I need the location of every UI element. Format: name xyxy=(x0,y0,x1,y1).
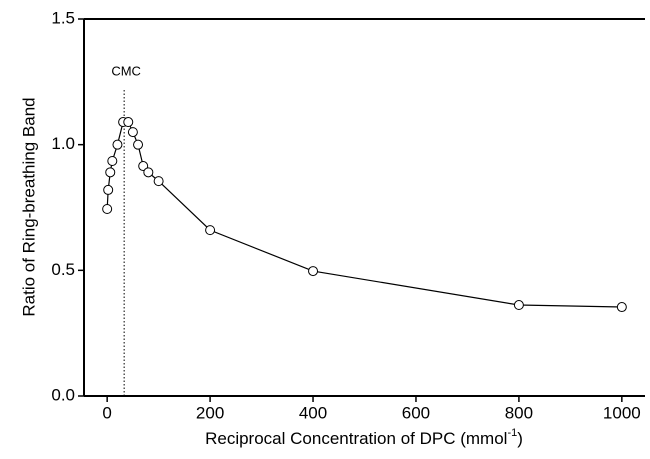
data-point xyxy=(308,266,319,277)
x-axis-label: Reciprocal Concentration of DPC (mmol-1) xyxy=(205,427,523,449)
data-point xyxy=(103,184,114,195)
x-tick-label: 600 xyxy=(402,403,430,422)
y-tick-label: 0.5 xyxy=(51,260,75,279)
y-axis-label: Ratio of Ring-breathing Band xyxy=(19,97,38,316)
data-point xyxy=(107,156,118,167)
annotation: CMC xyxy=(111,63,141,78)
x-axis-label-end: ) xyxy=(517,429,523,448)
data-point xyxy=(102,204,113,215)
y-tick-label: 1.0 xyxy=(51,134,75,153)
x-tick-label: 1000 xyxy=(603,403,641,422)
x-axis-label-main: Reciprocal Concentration of DPC (mmol xyxy=(205,429,507,448)
data-point xyxy=(153,176,164,187)
data-point xyxy=(127,127,138,138)
data-point xyxy=(513,300,524,311)
data-point xyxy=(616,302,627,313)
y-tick-label: 0.0 xyxy=(51,385,75,404)
x-tick-label: 200 xyxy=(196,403,224,422)
x-tick-label: 800 xyxy=(505,403,533,422)
data-point xyxy=(123,117,134,128)
data-point xyxy=(112,139,123,150)
data-point xyxy=(143,167,154,178)
series-line xyxy=(106,121,622,308)
y-tick-label: 1.5 xyxy=(51,8,75,27)
data-point xyxy=(205,225,216,236)
x-tick-label: 0 xyxy=(102,403,111,422)
x-axis-label-sup: -1 xyxy=(507,427,517,439)
data-point xyxy=(133,139,144,150)
x-tick-label: 400 xyxy=(299,403,327,422)
data-point xyxy=(105,167,116,178)
